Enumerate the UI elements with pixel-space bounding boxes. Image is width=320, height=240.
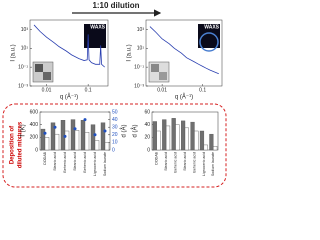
y-tick-label: 200 — [30, 135, 39, 141]
y-axis-label: I (a.u.) — [127, 44, 133, 61]
category-label: Behenic acid — [63, 152, 67, 173]
y-tick-label: 60 — [144, 109, 150, 115]
bar — [209, 133, 214, 151]
x-axis-label: q (Å⁻¹) — [60, 94, 78, 101]
bar — [152, 121, 157, 151]
bar — [181, 120, 186, 151]
bar — [213, 145, 218, 151]
bar — [84, 132, 90, 151]
category-label: Behenic acid — [174, 152, 178, 173]
bar — [162, 119, 167, 151]
bar — [190, 121, 195, 151]
category-label: Behenic acid — [83, 152, 87, 173]
category-label: Sodium laurate — [103, 152, 107, 176]
y2-tick-label: 40 — [112, 117, 118, 123]
x-axis-label: q (Å⁻¹) — [175, 94, 193, 101]
plot-frame — [145, 19, 223, 87]
bar — [203, 144, 208, 151]
dot — [63, 134, 67, 138]
y-tick-label: 10⁻¹ — [18, 64, 28, 70]
bar — [80, 120, 86, 151]
category-label: Stearic acid — [53, 152, 57, 171]
category-label: Stearic acid — [183, 152, 187, 171]
y2-tick-label: 30 — [112, 125, 118, 131]
waxs-image — [198, 24, 220, 48]
waxs-image — [84, 24, 106, 48]
y-tick-label: 400 — [30, 122, 39, 128]
category-label: Behenic acid — [192, 152, 196, 173]
dot — [93, 133, 97, 137]
figure: 1:10 dilution Deposition of diluted mixt… — [2, 1, 227, 188]
bar — [54, 133, 60, 151]
y-tick-label: 40 — [144, 122, 150, 128]
bar — [199, 130, 205, 151]
bar — [171, 118, 176, 151]
bar — [94, 140, 100, 151]
category-label: DODAB — [43, 151, 47, 164]
category-label: Lignoceric acid — [202, 152, 206, 176]
bar — [100, 122, 106, 151]
dashed-box — [2, 103, 227, 188]
plot-frame — [29, 19, 109, 87]
data-line — [149, 26, 219, 75]
dot — [83, 118, 87, 122]
bar — [70, 119, 76, 151]
y-tick-label: 10⁻³ — [134, 83, 144, 89]
bar — [104, 142, 110, 151]
bar — [64, 130, 70, 151]
category-label: Stearic acid — [73, 152, 77, 171]
bar — [175, 124, 180, 151]
y2-tick-label: 10 — [112, 140, 118, 146]
bar — [90, 124, 96, 151]
y2-axis-label: d (Å) — [121, 124, 128, 137]
y-tick-label: 10⁻³ — [18, 83, 28, 89]
x-tick-label: 0.1 — [85, 87, 92, 93]
box-label: diluted mixtures — [18, 121, 24, 168]
data-line — [33, 24, 105, 68]
y2-tick-label: 20 — [112, 132, 118, 138]
category-label: Stearic acid — [164, 152, 168, 171]
bar — [165, 125, 171, 151]
sample-photo — [32, 61, 54, 83]
y-axis-label: d (Å) — [132, 124, 139, 137]
y-tick-label: 20 — [144, 135, 150, 141]
dot — [43, 131, 47, 135]
y-tick-label: 0 — [147, 147, 150, 153]
y-tick-label: 600 — [30, 109, 39, 115]
y-tick-label: 0 — [35, 147, 38, 153]
y2-tick-label: 0 — [112, 147, 115, 153]
dot — [103, 129, 107, 133]
bar — [184, 127, 189, 151]
x-tick-label: 0.1 — [199, 87, 206, 93]
sample-photo — [148, 61, 170, 83]
bar — [156, 130, 161, 151]
y-tick-label: 10⁻¹ — [134, 64, 144, 70]
bar — [194, 130, 199, 151]
y-tick-label: 10¹ — [137, 46, 145, 52]
y-axis-label: T (K) — [21, 124, 27, 137]
category-label: Sodium laurate — [211, 152, 215, 176]
x-tick-label: 0.01 — [42, 87, 52, 93]
box-label: Deposition of — [10, 125, 16, 164]
y-axis-label: I (a.u.) — [11, 44, 17, 61]
dot — [53, 125, 57, 129]
bar — [74, 130, 80, 151]
category-label: DODAB — [155, 151, 159, 164]
y-tick-label: 10¹ — [21, 46, 29, 52]
waxs-ring — [199, 32, 219, 52]
inset-label: WAXS — [204, 24, 219, 30]
y-tick-label: 10³ — [21, 27, 29, 33]
bar — [44, 137, 50, 151]
inset-label: WAXS — [90, 24, 105, 30]
category-label: Lignoceric acid — [93, 152, 97, 176]
y2-tick-label: 50 — [112, 109, 118, 115]
x-tick-label: 0.01 — [157, 87, 167, 93]
arrow-label: 1:10 dilution — [92, 1, 139, 10]
y-tick-label: 10³ — [137, 27, 145, 33]
dot — [73, 127, 77, 131]
